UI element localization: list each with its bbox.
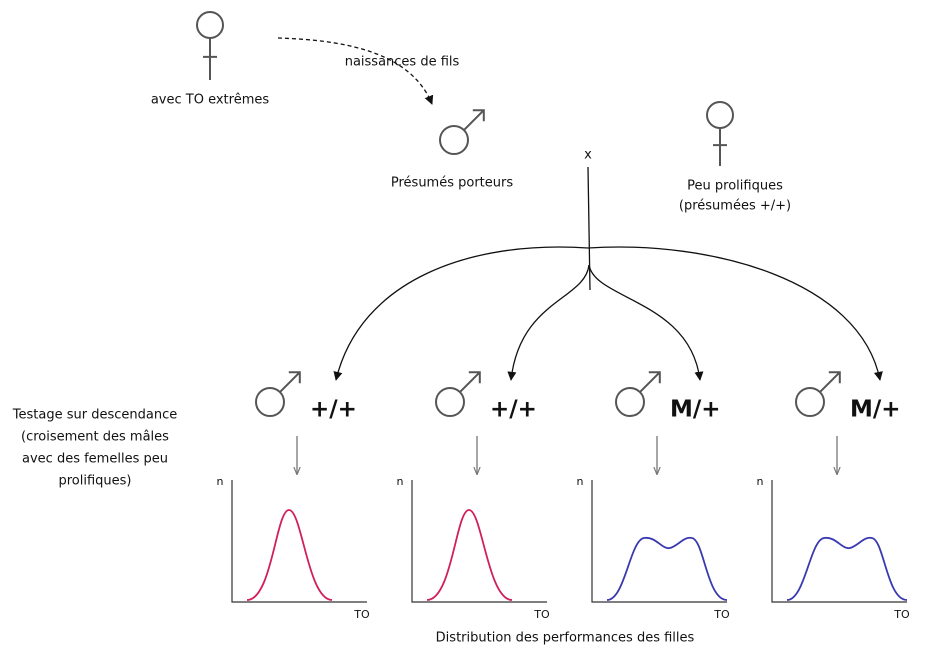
connector xyxy=(587,246,883,381)
cross: x xyxy=(584,148,592,163)
genotype: +/+ xyxy=(490,397,537,423)
female-symbol xyxy=(713,128,727,166)
x-axis-label: TO xyxy=(353,608,370,621)
footer: Distribution des performances des filles xyxy=(436,631,695,646)
x-axis-label: TO xyxy=(533,608,550,621)
male-symbol xyxy=(639,371,661,393)
female-label: (présumées +/+) xyxy=(679,199,791,214)
axes xyxy=(411,480,547,603)
male-symbol xyxy=(439,125,469,155)
distribution-curve xyxy=(786,536,908,601)
female-symbol xyxy=(706,101,734,129)
connector xyxy=(587,166,591,291)
x-axis-label: TO xyxy=(713,608,730,621)
genotype: +/+ xyxy=(310,397,357,423)
y-axis-label: n xyxy=(757,475,764,488)
male-symbol xyxy=(255,387,285,417)
y-axis-label: n xyxy=(217,475,224,488)
side-label: prolifiques) xyxy=(58,474,131,489)
distribution-curve xyxy=(426,509,513,601)
female-symbol xyxy=(203,38,217,80)
male-symbol xyxy=(615,387,645,417)
axes xyxy=(591,480,727,603)
genotype: M/+ xyxy=(670,397,721,423)
axes xyxy=(771,480,907,603)
male-symbol xyxy=(435,387,465,417)
distribution-curve xyxy=(606,536,728,601)
male-symbol xyxy=(279,371,301,393)
side-label: avec des femelles peu xyxy=(22,452,168,467)
female-label: Peu prolifiques xyxy=(687,179,783,194)
y-axis-label: n xyxy=(577,475,584,488)
arrow-label: naissances de fils xyxy=(345,55,460,70)
distribution-curve xyxy=(246,509,333,601)
female-symbol xyxy=(196,11,224,39)
side-label: Testage sur descendance xyxy=(12,408,177,423)
dashed-arrow xyxy=(277,37,434,105)
y-axis-label: n xyxy=(397,475,404,488)
x-axis-label: TO xyxy=(893,608,910,621)
male-label: Présumés porteurs xyxy=(391,176,513,191)
axes xyxy=(231,480,367,603)
connector xyxy=(588,264,704,381)
male-symbol xyxy=(463,109,485,131)
connector xyxy=(333,246,589,381)
male-symbol xyxy=(819,371,841,393)
side-label: (croisement des mâles xyxy=(21,430,169,445)
male-symbol xyxy=(795,387,825,417)
top-female-label: avec TO extrêmes xyxy=(151,93,270,108)
genotype: M/+ xyxy=(850,397,901,423)
connector xyxy=(507,264,590,381)
male-symbol xyxy=(459,371,481,393)
